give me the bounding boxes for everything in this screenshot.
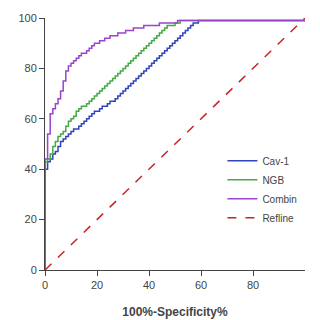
svg-text:20: 20 xyxy=(25,213,37,225)
svg-text:80: 80 xyxy=(25,62,37,74)
svg-text:0: 0 xyxy=(42,279,48,291)
svg-text:20: 20 xyxy=(91,279,103,291)
svg-text:100%-Specificity%: 100%-Specificity% xyxy=(122,305,228,319)
svg-text:Cav-1: Cav-1 xyxy=(262,156,289,167)
svg-text:Combin: Combin xyxy=(262,194,296,205)
svg-text:Refline: Refline xyxy=(262,213,294,224)
svg-text:100: 100 xyxy=(18,12,36,24)
svg-text:0: 0 xyxy=(31,264,37,276)
svg-text:40: 40 xyxy=(25,163,37,175)
svg-text:60: 60 xyxy=(25,113,37,125)
svg-text:60: 60 xyxy=(195,279,207,291)
svg-text:NGB: NGB xyxy=(262,175,284,186)
svg-text:40: 40 xyxy=(143,279,155,291)
svg-text:80: 80 xyxy=(247,279,259,291)
